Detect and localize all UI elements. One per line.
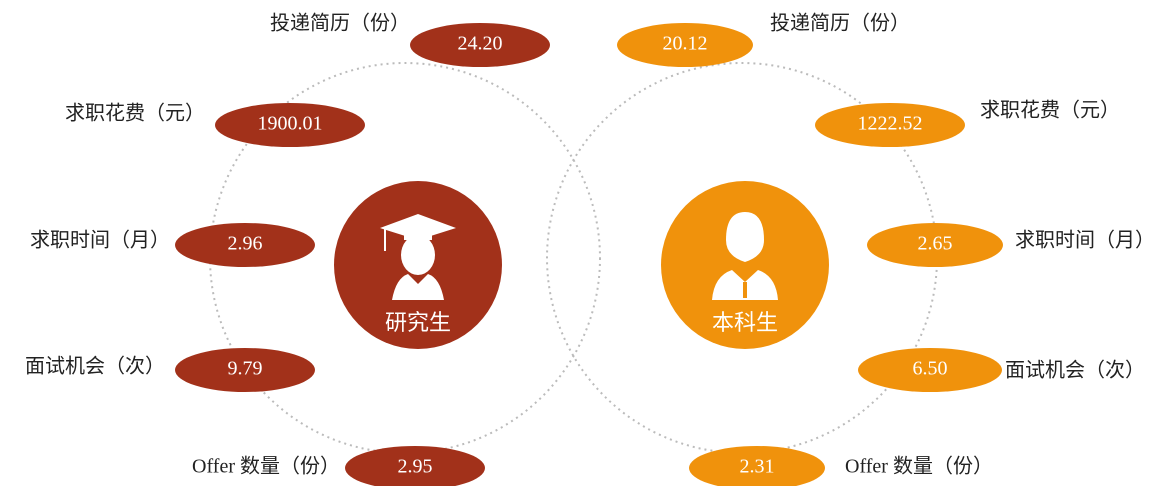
item-label: 投递简历（份）	[770, 12, 910, 35]
item-label: 求职花费（元）	[65, 102, 205, 125]
value-badge	[215, 103, 365, 147]
item-label: Offer 数量（份）	[845, 455, 993, 478]
value-badge	[815, 103, 965, 147]
value-badge	[410, 23, 550, 67]
value: 2.31	[740, 456, 775, 478]
item-label: 面试机会（次）	[1005, 359, 1145, 382]
value: 1222.52	[858, 113, 923, 135]
undergrad-icon	[712, 212, 778, 300]
item-label: 求职花费（元）	[980, 99, 1120, 122]
value-badge	[858, 348, 1002, 392]
item-label: 求职时间（月）	[1015, 229, 1155, 252]
item-label: Offer 数量（份）	[192, 455, 340, 478]
value: 2.96	[228, 233, 263, 255]
value: 24.20	[458, 33, 503, 55]
group-circle	[661, 181, 829, 349]
item-label: 面试机会（次）	[25, 355, 165, 378]
group-label: 本科生	[712, 310, 778, 335]
value-badge	[175, 223, 315, 267]
value-badge	[867, 223, 1003, 267]
value-badge	[345, 446, 485, 486]
value-badge	[175, 348, 315, 392]
group-label: 研究生	[385, 310, 451, 335]
value: 6.50	[913, 358, 948, 380]
value: 1900.01	[258, 113, 323, 135]
item-label: 求职时间（月）	[30, 229, 170, 252]
value-badge	[617, 23, 753, 67]
value: 9.79	[228, 358, 263, 380]
value: 2.95	[398, 456, 433, 478]
value-badge	[689, 446, 825, 486]
graduate-icon	[380, 214, 456, 300]
item-label: 投递简历（份）	[270, 12, 410, 35]
value: 2.65	[918, 233, 953, 255]
value: 20.12	[663, 33, 708, 55]
